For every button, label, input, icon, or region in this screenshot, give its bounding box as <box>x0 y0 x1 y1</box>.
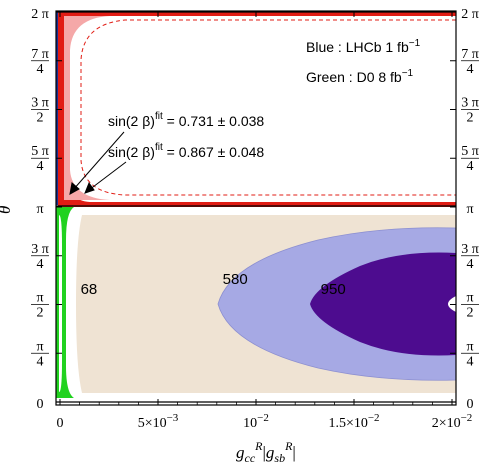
y-tick-numerator: π <box>466 339 473 354</box>
arrow-2-head <box>84 181 95 194</box>
y-tick-label: π <box>36 202 43 217</box>
region-950-notch <box>448 296 456 312</box>
arrow-1-head <box>69 182 80 195</box>
sin2beta-annotation: sin(2 β)fit = 0.731 ± 0.038 <box>108 111 264 129</box>
y-tick-denominator: 2 <box>467 111 474 126</box>
legend: Blue : LHCb 1 fb−1 Green : D0 8 fb−1 <box>306 38 421 85</box>
y-tick-denominator: 2 <box>467 306 474 321</box>
annotation-arrows <box>69 131 127 195</box>
y-tick-numerator: 5 π <box>31 144 49 159</box>
y-tick-numerator: 7 π <box>31 47 49 62</box>
contour-label-950: 950 <box>321 281 346 298</box>
arrow-2-line <box>88 161 127 191</box>
y-tick-denominator: 2 <box>37 111 44 126</box>
y-tick-denominator: 4 <box>467 62 474 77</box>
x-tick-label: 0 <box>57 416 64 431</box>
y-tick-denominator: 4 <box>37 159 44 174</box>
annotations: sin(2 β)fit = 0.731 ± 0.038 sin(2 β)fit =… <box>108 111 264 160</box>
y-tick-denominator: 4 <box>37 62 44 77</box>
region-68-gap <box>66 215 82 393</box>
sin2beta-annotation: sin(2 β)fit = 0.867 ± 0.048 <box>108 142 264 160</box>
y-tick-numerator: 3 π <box>31 96 49 111</box>
y-tick-denominator: 4 <box>467 354 474 369</box>
y-tick-numerator: π <box>466 291 473 306</box>
y-axis-label: θ <box>0 206 14 214</box>
y-tick-denominator: 4 <box>37 354 44 369</box>
y-tick-numerator: 7 π <box>461 47 479 62</box>
region-950 <box>310 252 456 356</box>
x-axis: 0 5×10−3 10−2 1.5×10−2 2×10−2 <box>57 11 473 431</box>
contour-label-580: 580 <box>223 271 248 288</box>
y-tick-numerator: π <box>36 339 43 354</box>
arrow-1-line <box>72 131 125 191</box>
contour-sin2beta-dashed <box>80 19 456 196</box>
y-tick-denominator: 4 <box>37 257 44 272</box>
y-tick-denominator: 4 <box>467 257 474 272</box>
region-d0-inner-white <box>59 215 62 392</box>
legend-entry: Green : D0 8 fb−1 <box>306 68 414 85</box>
x-tick-label: 2×10−2 <box>432 412 473 431</box>
y-tick-numerator: 3 π <box>31 242 49 257</box>
y-tick-label: π <box>466 202 473 217</box>
x-tick-label: 1.5×10−2 <box>328 412 379 431</box>
y-tick-label: 2 π <box>461 7 479 22</box>
x-tick-label: 10−2 <box>243 412 269 431</box>
x-axis-label: gccR|gsbR| <box>236 439 296 465</box>
y-tick-numerator: 3 π <box>461 242 479 257</box>
y-tick-numerator: π <box>36 291 43 306</box>
contour-label-68: 68 <box>81 281 98 298</box>
y-tick-label: 0 <box>37 397 44 412</box>
legend-entry: Blue : LHCb 1 fb−1 <box>306 38 421 55</box>
y-tick-denominator: 2 <box>37 306 44 321</box>
y-tick-numerator: 3 π <box>461 96 479 111</box>
y-tick-label: 0 <box>467 397 474 412</box>
region-sin2beta-inner <box>76 18 456 198</box>
y-tick-numerator: 5 π <box>461 144 479 159</box>
y-tick-denominator: 4 <box>467 159 474 174</box>
x-tick-label: 5×10−3 <box>138 412 179 431</box>
region-sin2beta-pink <box>64 16 110 200</box>
contour-labels: 68 580 950 <box>81 271 346 298</box>
y-tick-label: 2 π <box>31 7 49 22</box>
